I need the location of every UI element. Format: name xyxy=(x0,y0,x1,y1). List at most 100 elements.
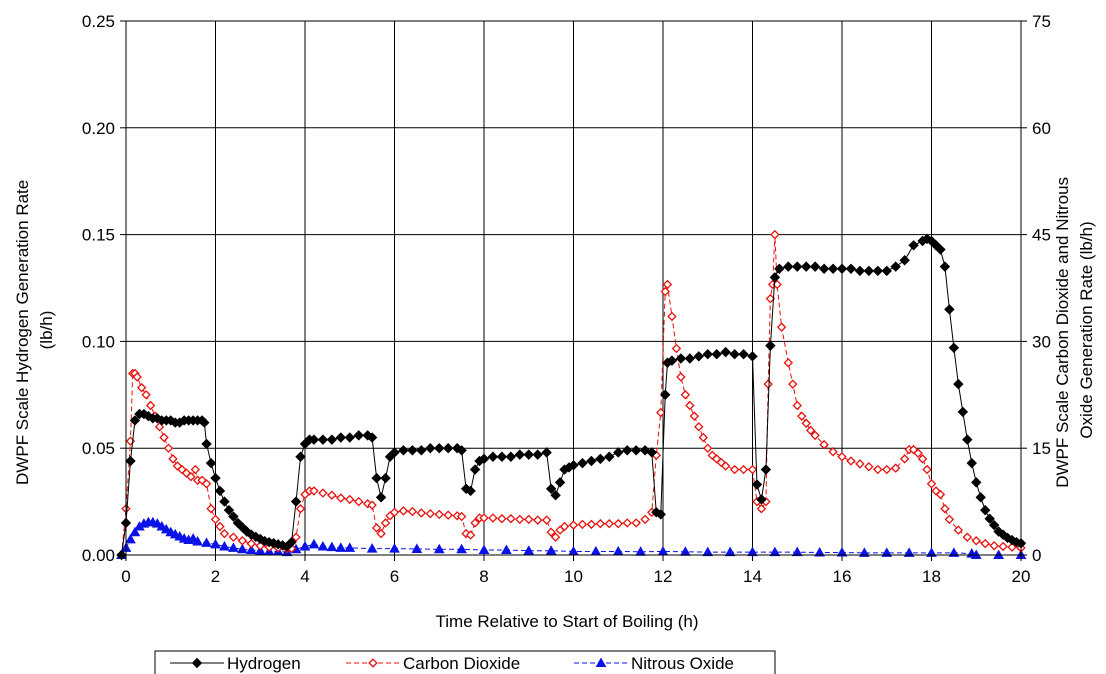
hydrogen-point xyxy=(199,417,210,428)
tick-marks xyxy=(120,20,1027,561)
left-y-tick-label: 0.15 xyxy=(82,226,115,245)
hydrogen-point xyxy=(344,432,355,443)
legend-hydrogen-marker xyxy=(191,657,203,669)
carbon-dioxide-point xyxy=(747,464,758,475)
carbon-dioxide-point xyxy=(309,486,319,496)
hydrogen-point xyxy=(769,272,781,283)
left-axis-title-line2: (lb/h) xyxy=(37,311,56,350)
carbon-dioxide-point xyxy=(237,536,248,546)
legend-carbon-dioxide-marker xyxy=(368,658,378,668)
hydrogen-point xyxy=(434,442,445,454)
carbon-dioxide-point xyxy=(604,518,615,529)
hydrogen-point xyxy=(783,261,794,272)
hydrogen-point xyxy=(935,244,946,255)
hydrogen-point xyxy=(353,430,364,441)
x-tick-label: 8 xyxy=(479,567,488,586)
carbon-dioxide-point xyxy=(465,530,476,540)
hydrogen-point xyxy=(729,349,740,360)
hydrogen-point xyxy=(586,455,597,467)
nitrous-oxide-point xyxy=(411,543,423,553)
hydrogen-point xyxy=(407,445,418,456)
carbon-dioxide-point xyxy=(926,479,937,489)
hydrogen-point xyxy=(550,489,561,501)
carbon-dioxide-point xyxy=(443,510,453,520)
carbon-dioxide-point xyxy=(586,519,597,530)
carbon-dioxide-point xyxy=(318,488,328,498)
hydrogen-point xyxy=(532,449,543,460)
hydrogen-point xyxy=(398,445,409,456)
nitrous-oxide-point xyxy=(859,547,870,557)
carbon-dioxide-point xyxy=(783,358,794,368)
carbon-dioxide-point xyxy=(163,443,174,453)
nitrous-oxide-point xyxy=(791,546,803,557)
carbon-dioxide-point xyxy=(327,490,337,500)
carbon-dioxide-point xyxy=(935,489,946,500)
hydrogen-point xyxy=(514,449,526,460)
hydrogen-point xyxy=(908,240,919,251)
hydrogen-series xyxy=(116,233,1027,561)
carbon-dioxide-point xyxy=(380,518,391,528)
carbon-dioxide-point xyxy=(805,425,816,436)
carbon-dioxide-point xyxy=(703,443,713,453)
carbon-dioxide-point xyxy=(720,461,731,471)
nitrous-oxide-point xyxy=(389,543,400,553)
x-tick-label: 4 xyxy=(300,567,309,586)
carbon-dioxide-point xyxy=(479,513,489,523)
carbon-dioxide-point xyxy=(882,464,892,475)
carbon-dioxide-point xyxy=(132,372,142,382)
carbon-dioxide-point xyxy=(671,343,682,354)
nitrous-oxide-point xyxy=(344,542,356,552)
hydrogen-point xyxy=(613,447,624,458)
hydrogen-point xyxy=(201,438,212,450)
nitrous-oxide-point xyxy=(433,543,445,554)
hydrogen-point xyxy=(442,442,454,454)
carbon-dioxide-point xyxy=(689,411,700,421)
carbon-dioxide-point xyxy=(694,422,704,432)
hydrogen-point xyxy=(827,263,839,274)
left-y-tick-label: 0.10 xyxy=(82,332,115,351)
hydrogen-point xyxy=(845,263,857,274)
hydrogen-point xyxy=(756,494,767,505)
hydrogen-point xyxy=(836,263,848,274)
carbon-dioxide-point xyxy=(873,464,883,475)
carbon-dioxide-point xyxy=(559,521,570,532)
nitrous-oxide-point xyxy=(125,533,136,544)
carbon-dioxide-point xyxy=(210,514,221,525)
hydrogen-point xyxy=(939,261,951,272)
carbon-dioxide-point xyxy=(215,521,225,532)
nitrous-oxide-point xyxy=(299,540,311,551)
right-y-tick-label: 30 xyxy=(1032,332,1051,351)
carbon-dioxide-point xyxy=(190,464,201,475)
hydrogen-point xyxy=(389,447,400,458)
carbon-dioxide-point xyxy=(855,459,865,469)
carbon-dioxide-point xyxy=(145,400,156,411)
nitrous-oxide-point xyxy=(317,540,329,551)
hydrogen-point xyxy=(984,513,995,524)
hydrogen-point xyxy=(711,349,722,360)
hydrogen-point xyxy=(881,265,892,277)
hydrogen-point xyxy=(129,415,141,426)
hydrogen-point xyxy=(290,496,302,507)
carbon-dioxide-point xyxy=(667,311,677,322)
carbon-dioxide-point xyxy=(456,511,467,522)
legend: Hydrogen Carbon Dioxide Nitrous Oxide xyxy=(154,650,776,674)
hydrogen-point xyxy=(863,265,875,277)
carbon-dioxide-point xyxy=(206,504,216,514)
x-tick-label: 6 xyxy=(390,567,399,586)
x-tick-label: 18 xyxy=(922,567,941,586)
carbon-dioxide-point xyxy=(246,538,257,549)
right-y-tick-label: 15 xyxy=(1032,439,1051,458)
carbon-dioxide-point xyxy=(336,493,346,503)
carbon-dioxide-point xyxy=(506,513,516,524)
carbon-dioxide-point xyxy=(425,508,436,519)
hydrogen-point xyxy=(317,434,329,445)
nitrous-oxide-point xyxy=(236,543,248,554)
carbon-dioxide-point xyxy=(770,229,780,240)
hydrogen-point xyxy=(228,511,239,522)
right-y-tick-label: 60 xyxy=(1032,119,1051,138)
carbon-dioxide-point xyxy=(595,518,606,529)
right-axis-title-line1: DWPF Scale Carbon Dioxide and Nitrous xyxy=(1053,177,1072,488)
x-tick-label: 16 xyxy=(833,567,852,586)
hydrogen-point xyxy=(957,406,969,418)
carbon-dioxide-point xyxy=(622,518,632,528)
